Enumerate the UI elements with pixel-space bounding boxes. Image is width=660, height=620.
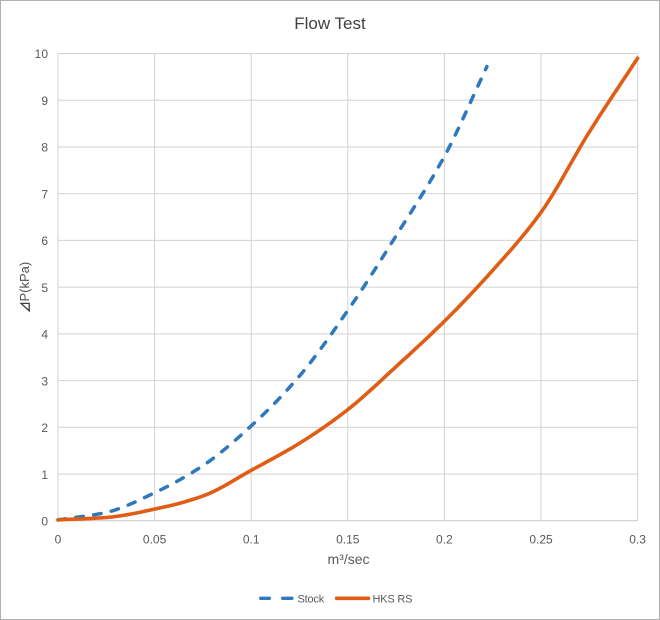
svg-text:0.1: 0.1	[243, 533, 260, 547]
svg-text:2: 2	[41, 421, 48, 435]
svg-text:HKS RS: HKS RS	[373, 594, 413, 606]
svg-text:9: 9	[41, 94, 48, 108]
svg-text:Stock: Stock	[298, 594, 325, 606]
svg-text:8: 8	[41, 141, 48, 155]
svg-text:4: 4	[41, 328, 48, 342]
svg-text:10: 10	[35, 47, 49, 61]
svg-text:0.25: 0.25	[529, 533, 553, 547]
svg-text:0: 0	[41, 515, 48, 529]
svg-text:0.2: 0.2	[436, 533, 453, 547]
svg-text:0.05: 0.05	[143, 533, 167, 547]
svg-text:0: 0	[55, 533, 62, 547]
svg-text:7: 7	[41, 187, 48, 201]
svg-text:1: 1	[41, 468, 48, 482]
svg-text:3: 3	[41, 374, 48, 388]
svg-text:P(kPa): P(kPa)	[17, 262, 32, 302]
svg-text:0.15: 0.15	[336, 533, 360, 547]
svg-text:5: 5	[41, 281, 48, 295]
svg-text:6: 6	[41, 234, 48, 248]
svg-text:0.3: 0.3	[629, 533, 646, 547]
svg-text:m³/sec: m³/sec	[328, 551, 370, 567]
